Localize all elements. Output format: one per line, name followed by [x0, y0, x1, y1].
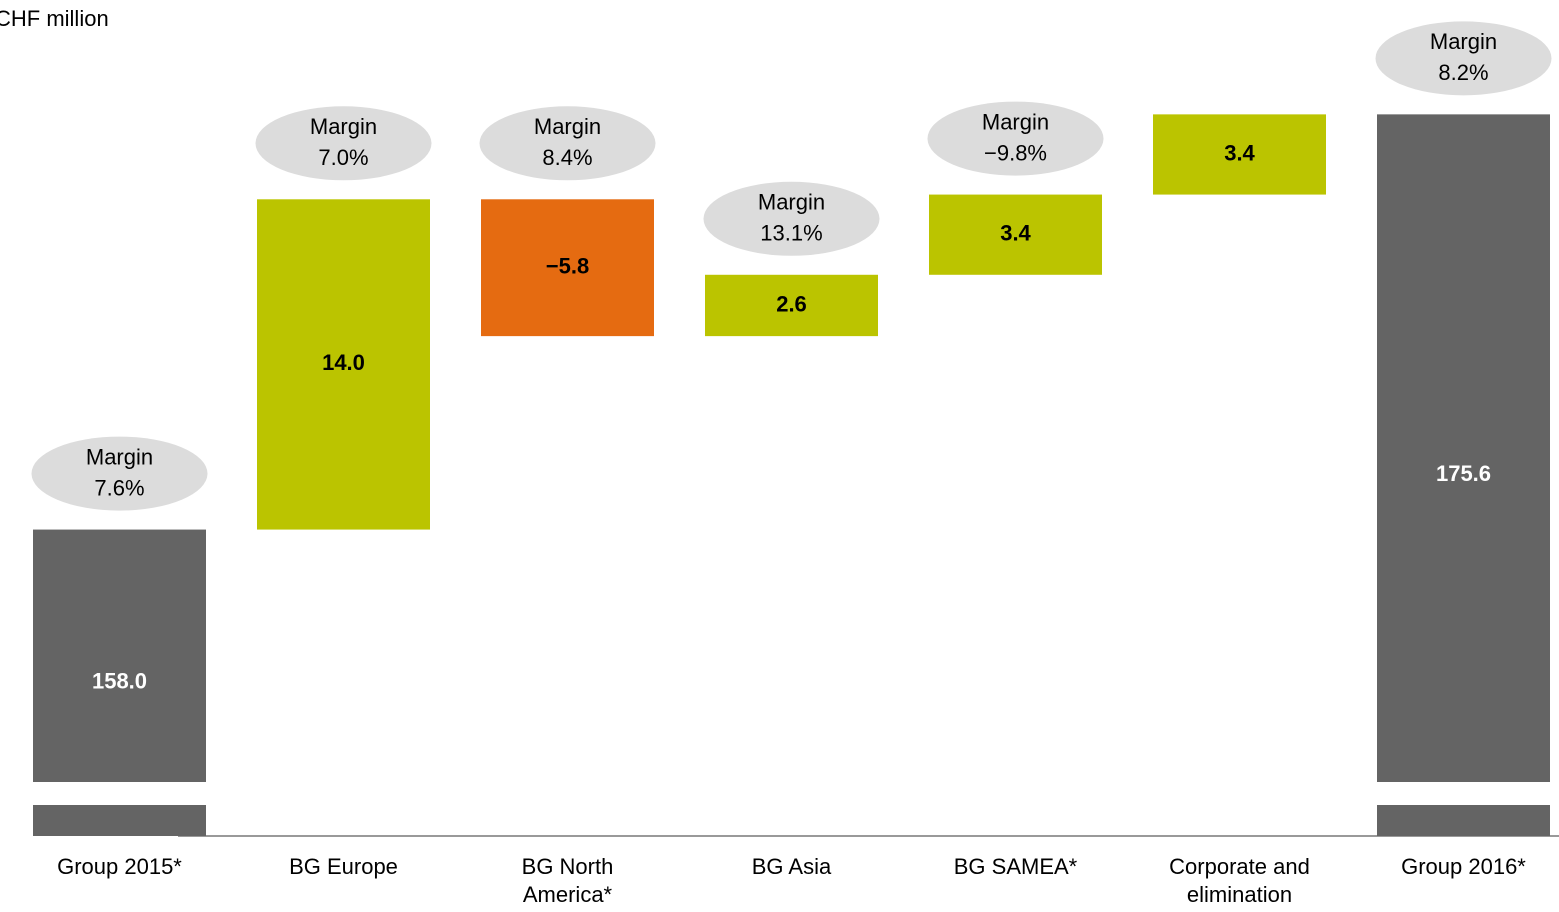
- value-label: −5.8: [546, 254, 589, 279]
- margin-bubble: [927, 101, 1104, 176]
- margin-bubble: [479, 106, 656, 181]
- margin-bubble: [255, 106, 432, 181]
- value-label: 3.4: [1000, 220, 1031, 245]
- x-tick-label: Group 2016*: [1401, 854, 1526, 879]
- margin-bubble: [703, 181, 880, 256]
- margin-value: 7.0%: [318, 145, 368, 170]
- margin-bubble: [1375, 21, 1552, 96]
- bar: [929, 194, 1102, 275]
- margin-caption: Margin: [86, 444, 153, 469]
- bar: [33, 529, 206, 782]
- margin-value: −9.8%: [984, 140, 1047, 165]
- bar: [1153, 114, 1326, 195]
- value-label: 14.0: [322, 350, 365, 375]
- x-tick-label: BG SAMEA*: [953, 854, 1078, 879]
- unit-label: CHF million: [0, 6, 109, 31]
- x-tick-label: BG Asia: [751, 854, 832, 879]
- margin-value: 7.6%: [94, 475, 144, 500]
- bar: [705, 274, 878, 337]
- margin-caption: Margin: [310, 114, 377, 139]
- x-tick-label: BG North America*: [521, 854, 614, 907]
- margin-bubble: [31, 436, 208, 511]
- x-tick-label: Corporate and elimination: [1169, 854, 1310, 907]
- value-label: 158.0: [92, 669, 147, 694]
- value-label: 3.4: [1224, 140, 1255, 165]
- bar-base: [33, 805, 206, 836]
- margin-value: 8.2%: [1438, 60, 1488, 85]
- margin-caption: Margin: [758, 190, 825, 215]
- x-tick-label: BG Europe: [289, 854, 398, 879]
- bar: [1377, 114, 1550, 782]
- margin-caption: Margin: [982, 109, 1049, 134]
- margin-caption: Margin: [534, 114, 601, 139]
- x-tick-label: Group 2015*: [57, 854, 182, 879]
- value-label: 175.6: [1436, 461, 1491, 486]
- margin-value: 8.4%: [542, 145, 592, 170]
- margin-caption: Margin: [1430, 29, 1497, 54]
- value-label: 2.6: [776, 291, 807, 316]
- bar: [481, 199, 654, 337]
- bar-base: [1377, 805, 1550, 836]
- margin-value: 13.1%: [760, 221, 822, 246]
- bar: [257, 199, 430, 530]
